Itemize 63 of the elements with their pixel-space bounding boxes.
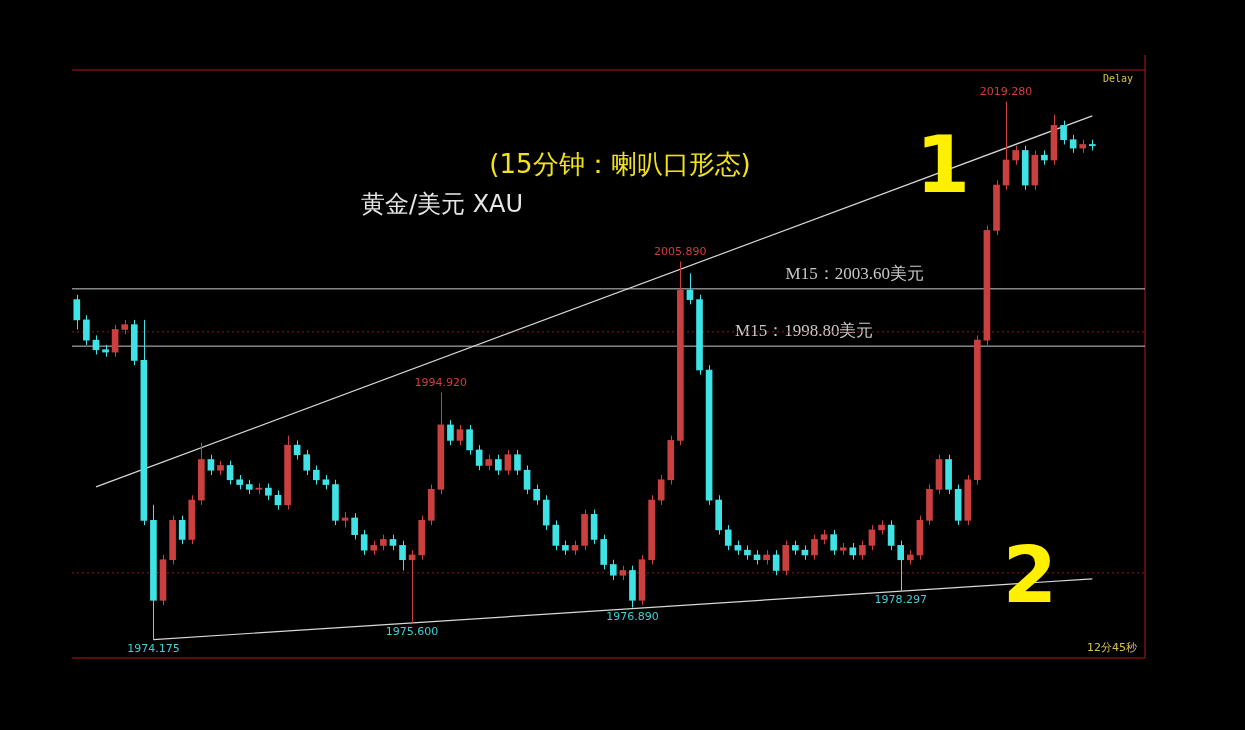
candlestick bbox=[514, 449, 521, 476]
candlestick bbox=[360, 529, 368, 556]
candlestick bbox=[380, 534, 387, 551]
candlestick bbox=[600, 534, 608, 570]
candlestick bbox=[667, 435, 675, 486]
candlestick bbox=[427, 484, 435, 526]
candlestick bbox=[782, 540, 790, 576]
candlestick bbox=[849, 542, 857, 561]
annotation: 2019.280 bbox=[979, 85, 1033, 99]
candlestick bbox=[552, 519, 560, 551]
candlestick bbox=[945, 454, 952, 495]
candlestick bbox=[255, 482, 263, 495]
text: Delay bbox=[1102, 72, 1134, 84]
candlestick bbox=[169, 515, 176, 565]
candlestick bbox=[791, 540, 799, 556]
candlestick bbox=[217, 460, 224, 476]
candlestick bbox=[629, 565, 636, 609]
candlestick bbox=[73, 294, 81, 330]
candlestick bbox=[581, 509, 588, 551]
candlestick bbox=[284, 435, 291, 511]
candlestick bbox=[178, 515, 186, 545]
candlestick bbox=[657, 474, 665, 506]
ref-line-label: M15：2003.60美元 bbox=[785, 263, 924, 283]
candlestick bbox=[466, 424, 473, 456]
candlestick bbox=[495, 454, 502, 476]
annotation: 1974.175 bbox=[127, 642, 180, 656]
annotation: 1994.920 bbox=[414, 375, 468, 389]
annotation: 1978.297 bbox=[874, 593, 927, 607]
candlestick bbox=[964, 474, 972, 526]
candlestick bbox=[993, 179, 1000, 236]
annotation: 1976.890 bbox=[606, 609, 659, 623]
candlestick bbox=[1060, 120, 1067, 145]
candlestick bbox=[265, 482, 272, 501]
candlestick bbox=[830, 529, 837, 556]
annotation: 2005.890 bbox=[654, 244, 707, 258]
candlestick bbox=[245, 479, 253, 495]
candlestick bbox=[562, 540, 569, 556]
candlestick bbox=[102, 344, 109, 358]
candlestick bbox=[1088, 139, 1096, 151]
text: 黄金/美元 XAU bbox=[360, 190, 524, 219]
candlestick bbox=[485, 454, 493, 471]
candlestick bbox=[696, 294, 703, 376]
candlestick bbox=[609, 559, 617, 581]
candlestick bbox=[974, 334, 981, 486]
candlestick bbox=[236, 474, 243, 490]
candlestick bbox=[150, 504, 157, 641]
candlestick bbox=[121, 319, 129, 335]
candlestick bbox=[399, 540, 406, 571]
annotation: 1975.600 bbox=[385, 625, 439, 639]
candlestick bbox=[926, 484, 933, 526]
candlestick bbox=[677, 261, 684, 446]
ref-line-label: M15：1998.80美元 bbox=[735, 321, 874, 341]
candlestick bbox=[130, 319, 138, 366]
text: 12分45秒 bbox=[1087, 640, 1137, 654]
candlestick bbox=[303, 449, 311, 476]
candlestick bbox=[188, 494, 196, 545]
text: (15分钟：喇叭口形态) bbox=[489, 148, 751, 179]
candlestick bbox=[648, 494, 655, 565]
candlestick bbox=[370, 540, 378, 556]
candlestick bbox=[954, 484, 962, 526]
candlestick bbox=[839, 542, 847, 556]
candlestick bbox=[897, 540, 905, 592]
candlestick bbox=[332, 479, 339, 526]
